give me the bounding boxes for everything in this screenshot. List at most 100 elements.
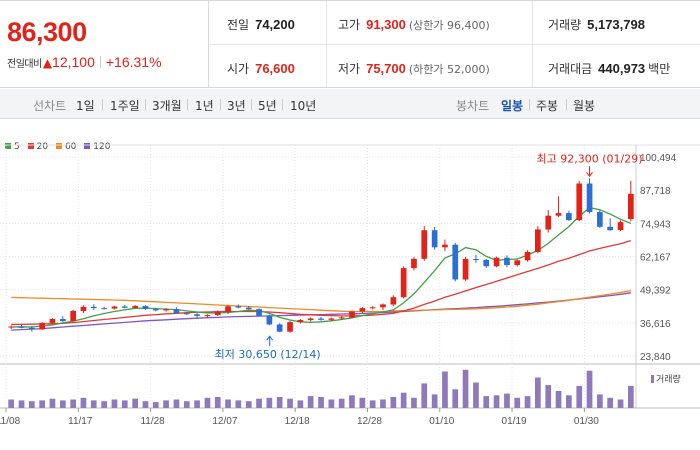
candle-body	[8, 326, 14, 328]
candle-body	[194, 314, 200, 316]
volume-bar	[183, 401, 190, 408]
range-3y-button[interactable]: 3년	[227, 99, 246, 113]
upper-limit: (상한가 96,400)	[408, 19, 490, 32]
candle-body	[421, 230, 428, 259]
volume-bar	[318, 397, 324, 408]
volume-bar	[225, 399, 231, 408]
volume-bar	[400, 392, 407, 408]
volume-bar	[80, 397, 87, 408]
candle-body	[183, 313, 190, 315]
volume-bar	[276, 397, 283, 408]
candle-body	[29, 327, 35, 330]
candle-body	[390, 297, 397, 305]
volume-bar	[586, 370, 593, 408]
toolbar-divider	[566, 99, 567, 110]
daily-candle-button[interactable]: 일봉	[501, 99, 524, 113]
weekly-candle-button[interactable]: 주봉	[536, 99, 559, 113]
candle-body	[60, 319, 66, 322]
range-1y-button[interactable]: 1년	[195, 99, 214, 113]
volume-bar	[369, 400, 376, 408]
candle-body	[307, 318, 314, 321]
candle-body	[132, 306, 138, 308]
legend-item-ma120: 120	[84, 142, 110, 152]
range-3m-button[interactable]: 3개월	[152, 99, 182, 113]
volume-bar	[483, 396, 490, 408]
volume-bar	[307, 396, 314, 408]
volume-bar	[462, 369, 469, 408]
up-triangle-icon: ▲	[42, 56, 53, 70]
toolbar-divider	[187, 99, 188, 110]
y-tick-label: 74,943	[640, 219, 671, 230]
range-1d-button[interactable]: 1일	[76, 99, 95, 113]
change-amount: 12,100	[52, 54, 95, 70]
candle-body	[256, 309, 262, 316]
y-tick-label: 36,616	[640, 319, 671, 330]
toolbar-divider	[145, 99, 146, 110]
low-arrow-head	[266, 335, 274, 341]
x-tick-label: 11/17	[68, 416, 93, 427]
volume-bar	[328, 399, 335, 408]
candle-body	[173, 309, 180, 314]
line-chart-label: 선차트	[33, 99, 67, 113]
candle-body	[576, 183, 583, 221]
candle-body	[359, 308, 366, 312]
volume-bar	[411, 397, 417, 408]
candle-body	[617, 222, 624, 231]
volume-bar	[545, 385, 552, 408]
ma120-line	[11, 292, 631, 331]
volume-bar	[442, 371, 448, 408]
x-tick-label: 12/07	[212, 416, 237, 427]
prev-close-label: 전일	[227, 18, 250, 32]
candle-body	[80, 306, 87, 311]
lower-limit: (하한가 52,000)	[408, 63, 490, 76]
candle-body	[18, 326, 25, 328]
volume-bar	[431, 394, 438, 408]
candle-body	[442, 244, 448, 248]
chart-toolbar: 선차트 1일 1주일 3개월 1년 3년 5년 10년 봉차트 일봉 주봉 월봉	[0, 89, 700, 119]
change-row: 전일대비▲12,100 +16.31%	[7, 54, 162, 70]
change-percent: +16.31%	[105, 54, 162, 70]
volume-bar	[18, 400, 25, 408]
candle-body	[411, 258, 417, 269]
candle-body	[49, 319, 56, 323]
legend-text: 5	[14, 142, 20, 152]
x-tick-label: 11/28	[140, 416, 165, 427]
legend-text: 20	[36, 142, 49, 152]
volume-bar	[349, 395, 355, 408]
volume-bar	[256, 398, 262, 408]
y-tick-label: 49,392	[640, 286, 671, 297]
amount-value: 440,973	[598, 61, 646, 76]
candle-body	[545, 215, 552, 230]
y-tick-label: 100,494	[640, 153, 677, 164]
candle-body	[400, 268, 407, 298]
open-value: 76,600	[255, 61, 295, 76]
volume-bar	[111, 399, 118, 408]
legend-swatch	[55, 143, 62, 149]
ma60-line	[11, 290, 631, 313]
range-5y-button[interactable]: 5년	[258, 99, 277, 113]
volume-bar	[245, 401, 252, 408]
volume-bar	[287, 398, 293, 408]
candle-body	[276, 324, 283, 332]
range-1w-button[interactable]: 1주일	[110, 99, 140, 113]
volume-value: 5,173,798	[587, 17, 645, 32]
volume-bar	[60, 400, 66, 408]
candle-body	[142, 306, 149, 310]
legend-item-ma60: 60	[55, 142, 76, 152]
monthly-candle-button[interactable]: 월봉	[573, 99, 596, 113]
candle-body	[328, 318, 335, 320]
candle-body	[524, 252, 531, 261]
candle-body	[431, 230, 438, 248]
volume-bar	[266, 397, 273, 408]
candle-body	[349, 311, 355, 318]
candle-body	[235, 306, 242, 308]
candle-body	[586, 183, 593, 213]
volume-bar	[597, 394, 603, 408]
ma-legend: 5 20 60 120	[5, 142, 115, 152]
high-arrow-head	[586, 171, 593, 178]
toolbar-divider	[102, 99, 103, 110]
candle-body	[163, 309, 169, 311]
range-10y-button[interactable]: 10년	[290, 99, 317, 113]
candle-body	[493, 257, 500, 267]
x-tick-label: 01/10	[429, 416, 454, 427]
